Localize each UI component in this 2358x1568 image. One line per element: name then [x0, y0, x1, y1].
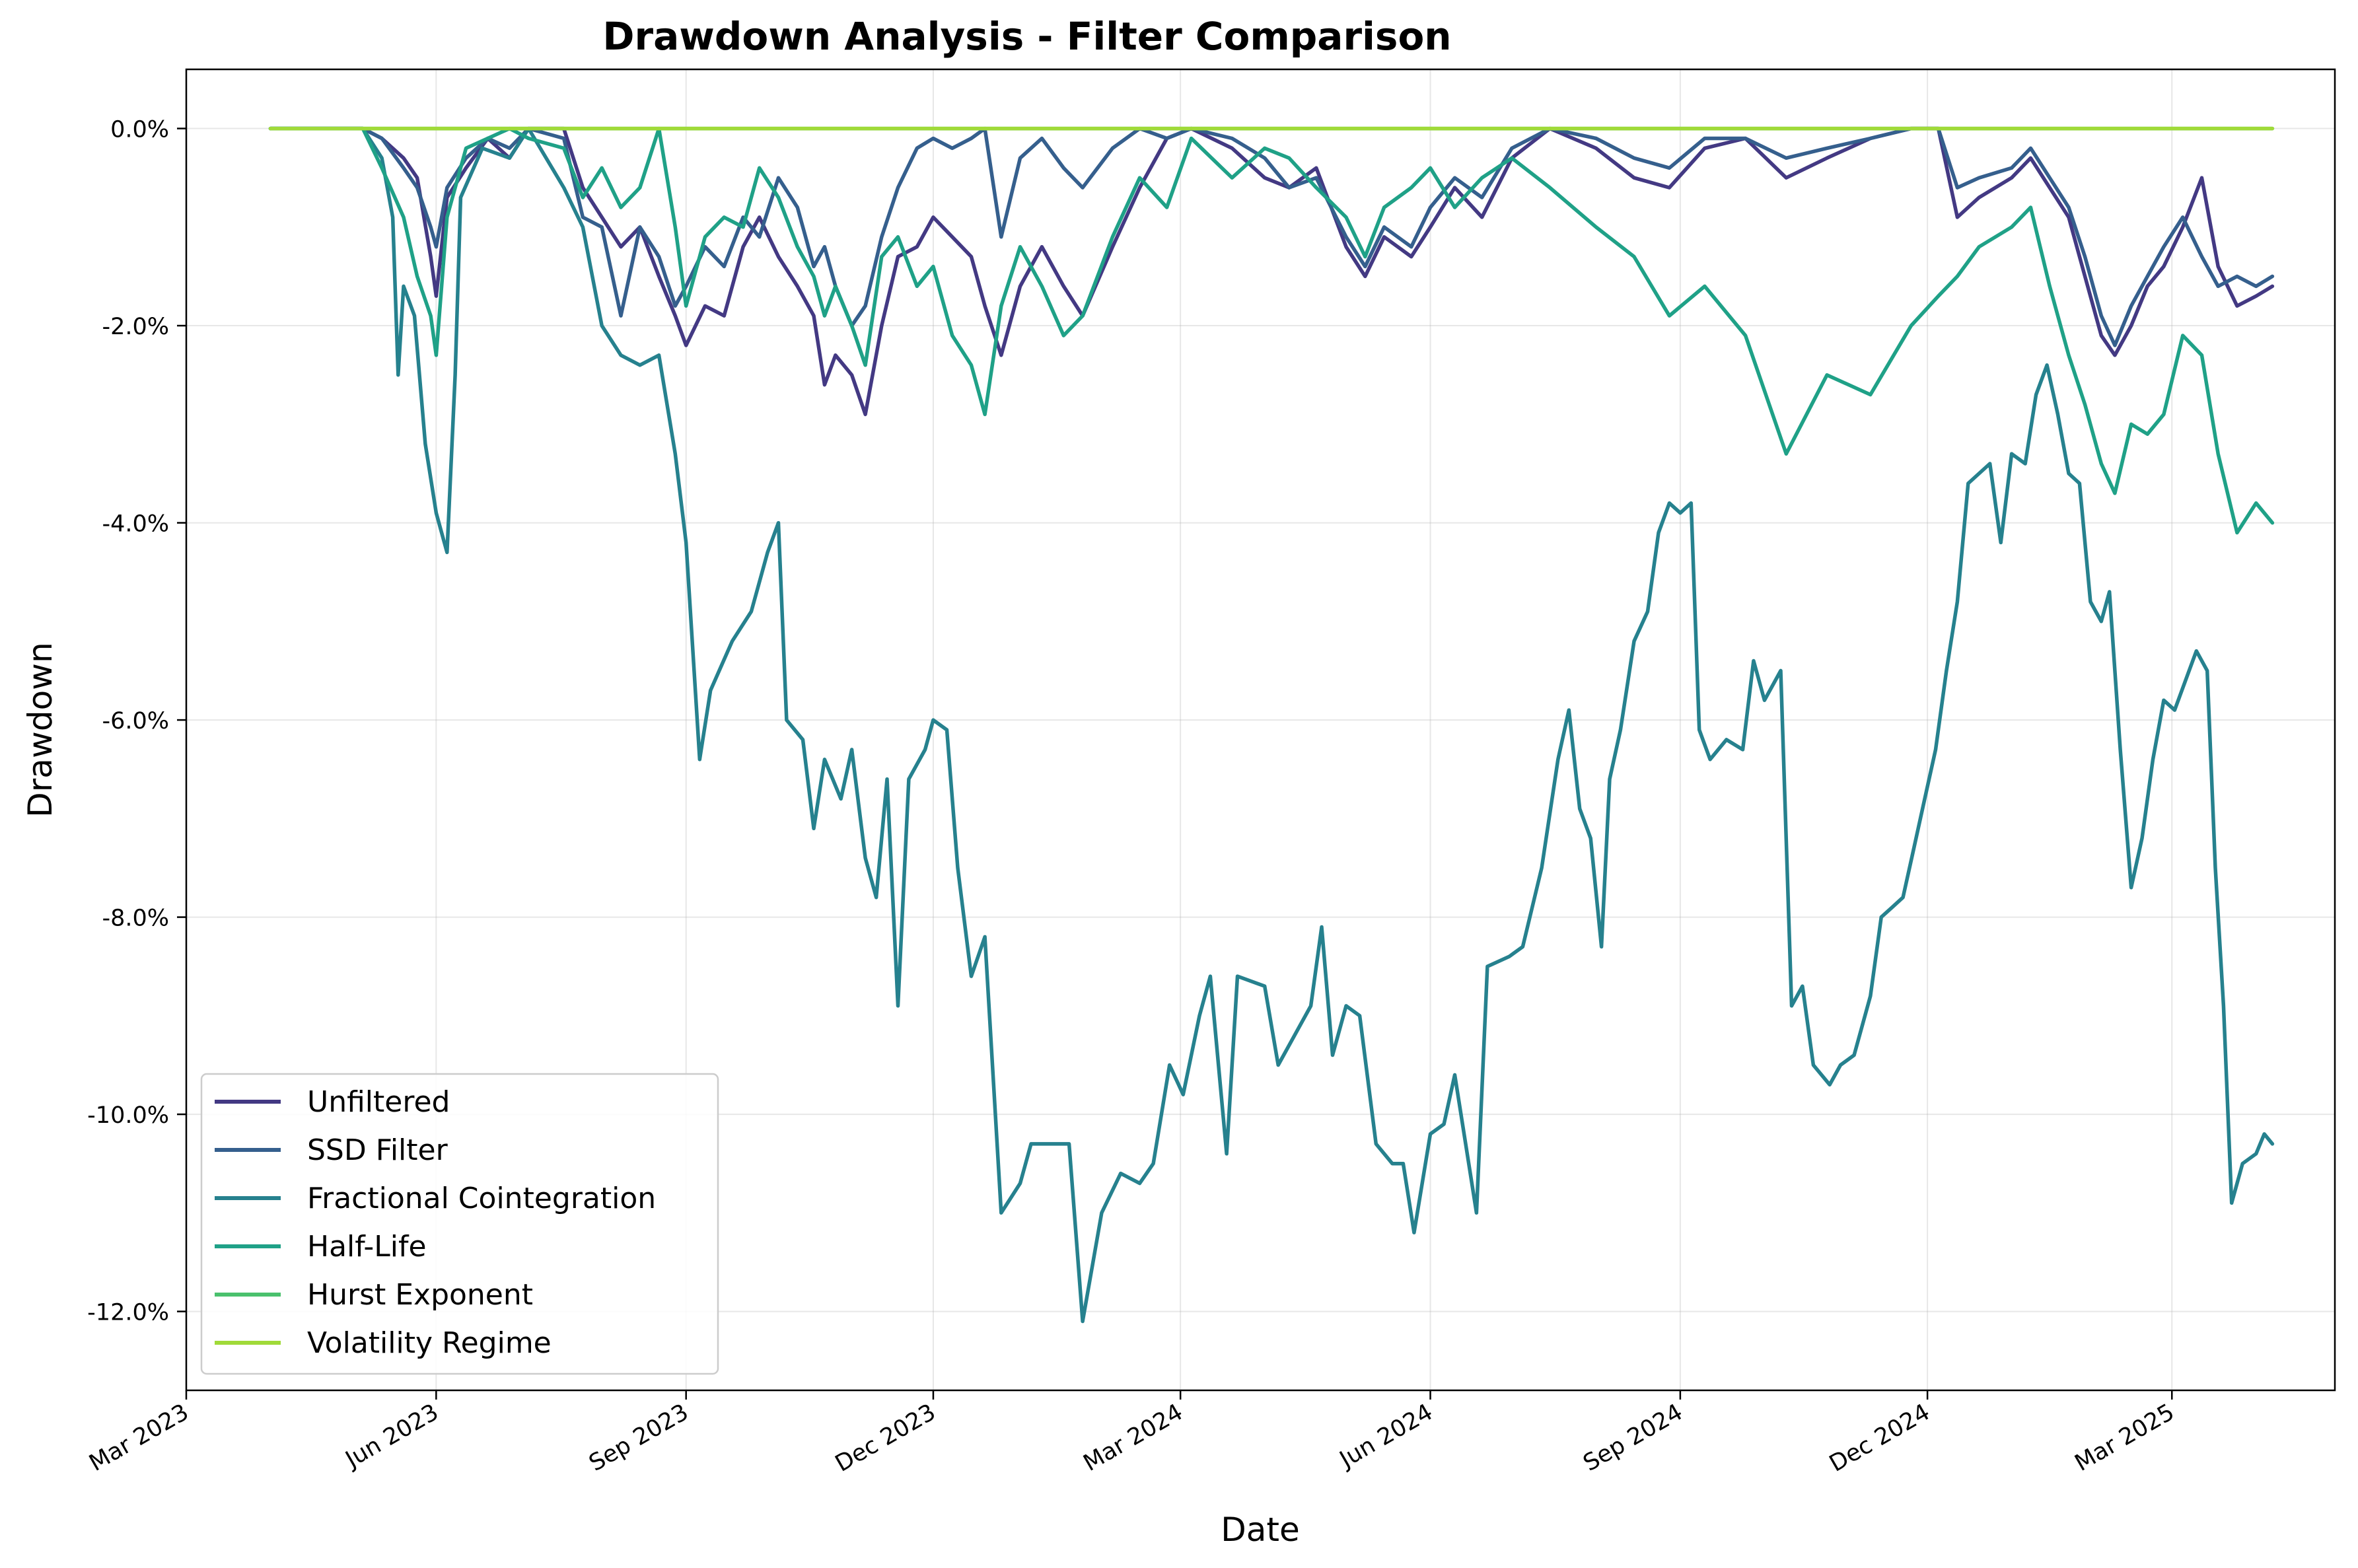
- series-lines: [268, 126, 2275, 1324]
- y-tick-label: -10.0%: [87, 1102, 169, 1129]
- y-tick-label: -12.0%: [87, 1300, 169, 1326]
- legend-label: Unfiltered: [307, 1085, 450, 1119]
- series-line-fractional-cointegration: [268, 126, 2275, 1324]
- y-tick-label: -8.0%: [102, 906, 169, 932]
- y-tick-label: -4.0%: [102, 511, 169, 538]
- legend-label: Hurst Exponent: [307, 1278, 533, 1312]
- legend-label: SSD Filter: [307, 1133, 448, 1167]
- legend-box: [200, 1073, 719, 1375]
- legend-label: Half-Life: [307, 1230, 427, 1264]
- y-tick-label: -6.0%: [102, 708, 169, 734]
- y-tick-label: -2.0%: [102, 314, 169, 340]
- series-line-ssd-filter: [268, 126, 2275, 347]
- y-axis: 0.0% -2.0% -4.0% -6.0% -8.0% -10.0% -12.0%: [87, 117, 186, 1326]
- legend-label: Volatility Regime: [307, 1326, 552, 1360]
- chart-title: Drawdown Analysis - Filter Comparison: [602, 14, 1451, 59]
- plot-frame: [185, 68, 2336, 1392]
- x-axis-label: Date: [1221, 1511, 1300, 1549]
- y-axis-label: Drawdown: [21, 642, 59, 818]
- series-line-unfiltered: [268, 126, 2275, 417]
- legend-label: Fractional Cointegration: [307, 1182, 656, 1215]
- series-line-half-life: [268, 126, 2275, 535]
- y-tick-label: 0.0%: [110, 117, 169, 143]
- legend: Unfiltered SSD Filter Fractional Cointegra…: [200, 1073, 719, 1375]
